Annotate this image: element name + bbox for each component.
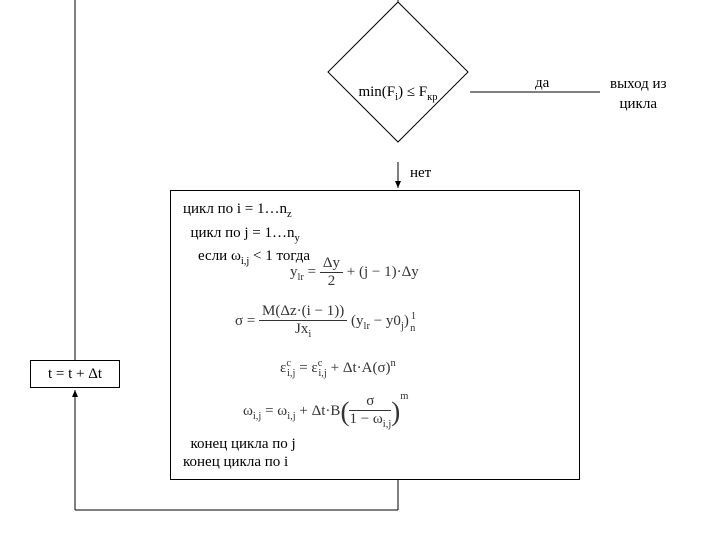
decision-diamond — [327, 1, 468, 142]
exit-line1: выход из — [610, 76, 667, 92]
proc-end-2: конец цикла по i — [183, 454, 288, 471]
decision-label: min(Fi) ≤ Fкр — [358, 84, 437, 100]
proc-line-2: цикл по j = 1…ny — [183, 223, 567, 247]
no-label: нет — [410, 165, 431, 182]
formula-2: σ = M(Δz·(i − 1))Jxi (ylr − y0j)1n — [235, 303, 419, 340]
time-step-box: t = t + Δt — [30, 360, 120, 388]
time-step-text: t = t + Δt — [48, 366, 102, 382]
formula-3: εci,j = εci,j + Δt·A(σ)n — [280, 358, 396, 379]
decision-text: min(Fi) ≤ Fкр — [348, 84, 448, 103]
proc-line-1: цикл по i = 1…nz — [183, 199, 567, 223]
exit-line2: цикла — [620, 96, 658, 112]
formula-1: ylr = Δy2 + (j − 1)·Δy — [290, 255, 419, 290]
yes-label: да — [535, 75, 549, 92]
formula-4: ωi,j = ωi,j + Δt·B(σ1 − ωi,j)m — [243, 393, 408, 430]
proc-end-1: конец цикла по j — [183, 436, 296, 453]
exit-label: выход из цикла — [610, 75, 667, 114]
